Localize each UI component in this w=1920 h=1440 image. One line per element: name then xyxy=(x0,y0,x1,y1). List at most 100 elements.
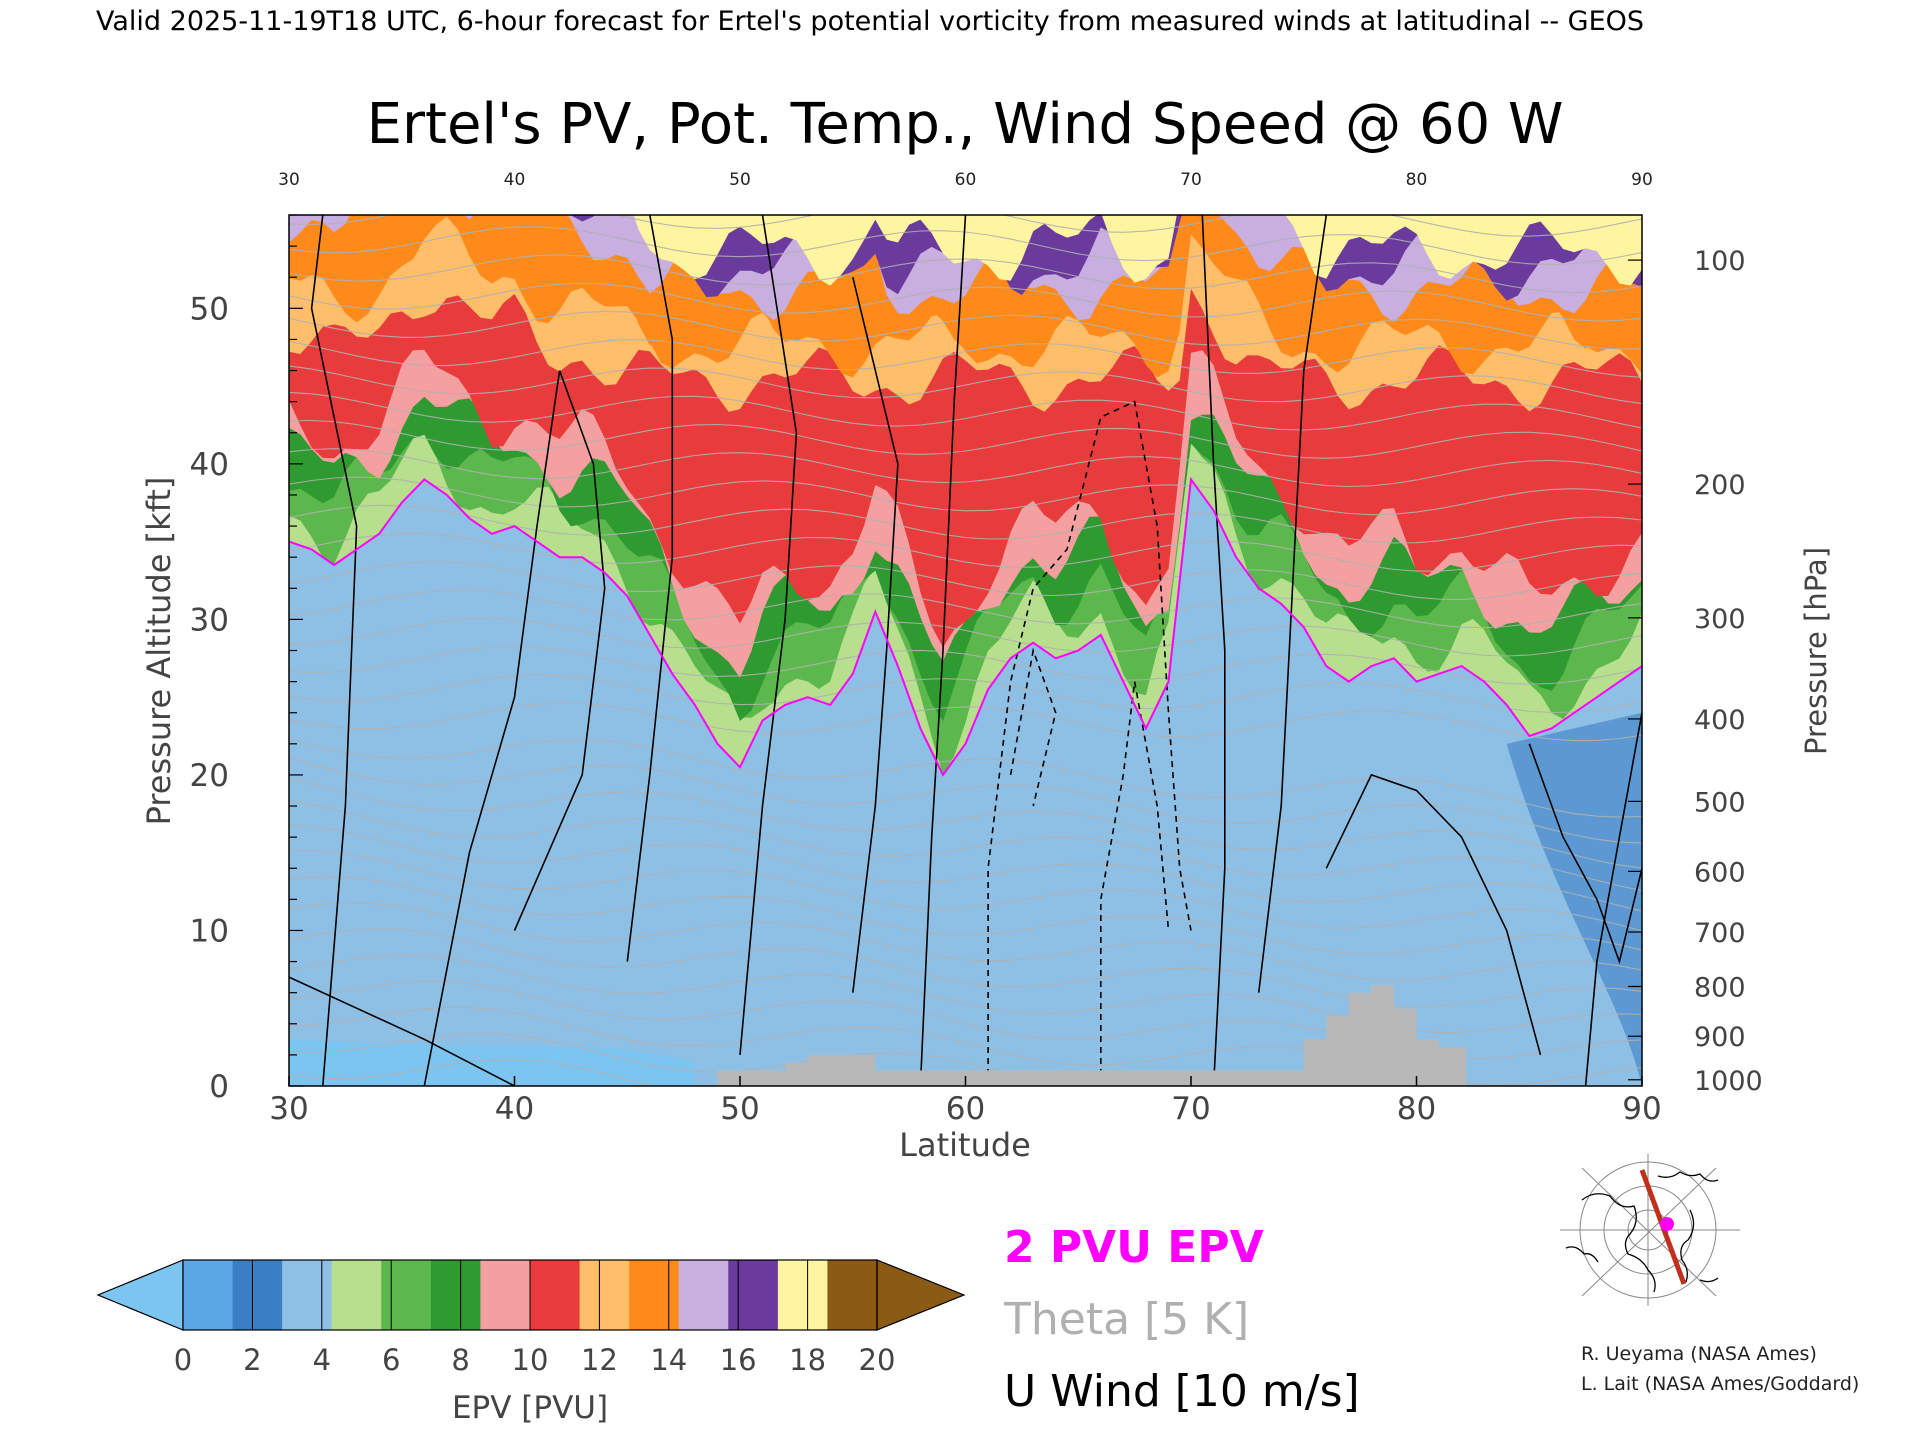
u-wind-contour xyxy=(1584,712,1642,1086)
colorbar-swatch xyxy=(381,1260,432,1330)
colorbar-swatch xyxy=(480,1260,531,1330)
theta-contour xyxy=(289,476,1642,516)
colorbar-swatch xyxy=(678,1260,729,1330)
x-tick-label-top: 80 xyxy=(1406,170,1428,190)
colorbar-swatch xyxy=(629,1260,680,1330)
x-tick-label: 60 xyxy=(946,1091,985,1127)
x-tick-label: 50 xyxy=(720,1091,759,1127)
colorbar-label: EPV [PVU] xyxy=(452,1390,608,1426)
u-wind-contour xyxy=(1201,215,1226,1086)
colorbar-tick-label: 2 xyxy=(243,1343,261,1377)
u-wind-contour xyxy=(1257,215,1328,993)
x-tick-label: 90 xyxy=(1622,1091,1661,1127)
colorbar-swatch xyxy=(232,1260,283,1330)
colorbar-swatch xyxy=(728,1260,779,1330)
x-axis-label: Latitude xyxy=(899,1126,1031,1164)
y-tick-label: 0 xyxy=(209,1069,229,1105)
colorbar: 0 2 4 6 8 10 12 14 16 18 20 xyxy=(96,1259,966,1377)
y-tick-label: 40 xyxy=(190,447,229,483)
u-wind-contour xyxy=(1009,647,1057,807)
colorbar-swatch xyxy=(183,1260,234,1330)
y-tick-label: 10 xyxy=(190,913,229,949)
u-wind-contour xyxy=(289,976,515,1086)
pressure-tick-label: 200 xyxy=(1694,470,1746,501)
u-wind-contour xyxy=(987,400,1192,1086)
theta-contour xyxy=(289,850,1642,932)
theta-contour xyxy=(289,757,1642,844)
theta-contour xyxy=(289,702,1642,742)
epv-color-bands xyxy=(289,215,1642,1086)
theta-contour xyxy=(289,589,1642,629)
y-tick-label: 20 xyxy=(190,758,229,794)
theta-contour xyxy=(289,365,1642,405)
band-polar-low-pv xyxy=(1506,712,1642,1086)
theta-contour xyxy=(289,339,1642,378)
u-wind-contour xyxy=(310,215,358,1086)
y-axis-left: 0 10 20 30 40 50 xyxy=(190,214,303,1105)
theta-contour xyxy=(289,645,1642,685)
x-tick-label: 70 xyxy=(1171,1091,1210,1127)
x-tick-label-top: 50 xyxy=(729,170,751,190)
theta-contour xyxy=(289,674,1642,714)
pressure-tick-label: 1000 xyxy=(1694,1066,1763,1097)
theta-contour xyxy=(289,778,1642,869)
colorbar-tick-label: 18 xyxy=(789,1343,826,1377)
credit-1: R. Ueyama (NASA Ames) xyxy=(1581,1343,1817,1365)
pressure-tick-label: 600 xyxy=(1694,857,1746,888)
theta-contour xyxy=(289,533,1642,572)
y-axis-label-right: Pressure [hPa] xyxy=(1799,547,1833,755)
tropopause-2pvu-line xyxy=(289,476,1642,777)
colorbar-swatch xyxy=(331,1260,382,1330)
u-wind-contour xyxy=(423,370,561,1086)
u-wind-contour xyxy=(513,370,606,931)
plot-area: 30 40 50 60 70 80 90 30 40 50 60 70 80 90 0 10 20 30 40 5… xyxy=(190,170,1763,1127)
x-tick-label-top: 90 xyxy=(1631,170,1653,190)
u-wind-contour xyxy=(1528,743,1642,965)
theta-contour xyxy=(289,282,1642,322)
y-axis-label-left: Pressure Altitude [kft] xyxy=(140,477,178,826)
chart-title: Ertel's PV, Pot. Temp., Wind Speed @ 60 … xyxy=(367,92,1564,157)
colorbar-swatch xyxy=(282,1260,333,1330)
pressure-tick-label: 300 xyxy=(1694,604,1746,635)
colorbar-tick-label: 0 xyxy=(174,1343,192,1377)
colorbar-tick-label: 20 xyxy=(859,1343,896,1377)
colorbar-tick-label: 8 xyxy=(451,1343,469,1377)
legend-theta: Theta [5 K] xyxy=(1003,1294,1249,1345)
legend-epv: 2 PVU EPV xyxy=(1004,1222,1264,1273)
u-wind-contour xyxy=(919,215,967,1086)
u-wind-contour xyxy=(1325,773,1542,1056)
colorbar-tick-label: 16 xyxy=(720,1343,757,1377)
locator-dot xyxy=(1660,1217,1674,1231)
x-axis-bottom: 30 40 50 60 70 80 90 xyxy=(269,1076,1662,1127)
colorbar-tick-label: 10 xyxy=(512,1343,549,1377)
u-wind-contours xyxy=(289,215,1642,1086)
theta-contour xyxy=(289,800,1642,892)
colorbar-swatch xyxy=(579,1260,630,1330)
y-tick-label: 30 xyxy=(190,602,229,638)
theta-contour xyxy=(289,226,1642,266)
legend: 2 PVU EPV Theta [5 K] U Wind [10 m/s] xyxy=(1003,1222,1360,1417)
pressure-tick-label: 800 xyxy=(1694,972,1746,1003)
x-tick-label: 40 xyxy=(495,1091,534,1127)
legend-wind: U Wind [10 m/s] xyxy=(1004,1366,1360,1417)
theta-contour xyxy=(289,391,1642,431)
u-wind-contour xyxy=(739,215,798,1055)
pressure-tick-label: 400 xyxy=(1694,705,1746,736)
theta-contour xyxy=(289,254,1642,294)
theta-contour xyxy=(289,928,1642,1008)
theta-contour xyxy=(289,617,1642,657)
theta-contour xyxy=(289,1033,1389,1086)
y-tick-label: 50 xyxy=(190,291,229,327)
colorbar-swatch xyxy=(777,1260,828,1330)
credit-2: L. Lait (NASA Ames/Goddard) xyxy=(1581,1373,1859,1395)
colorbar-tick-label: 12 xyxy=(581,1343,618,1377)
locator-map xyxy=(1544,1154,1740,1306)
colorbar-under-arrow xyxy=(96,1259,184,1331)
pressure-tick-label: 700 xyxy=(1694,918,1746,949)
u-wind-contour xyxy=(852,277,899,993)
theta-contour xyxy=(289,738,1642,818)
colorbar-tick-label: 6 xyxy=(382,1343,400,1377)
theta-contour xyxy=(289,876,1642,955)
colorbar-over-arrow xyxy=(876,1259,966,1331)
